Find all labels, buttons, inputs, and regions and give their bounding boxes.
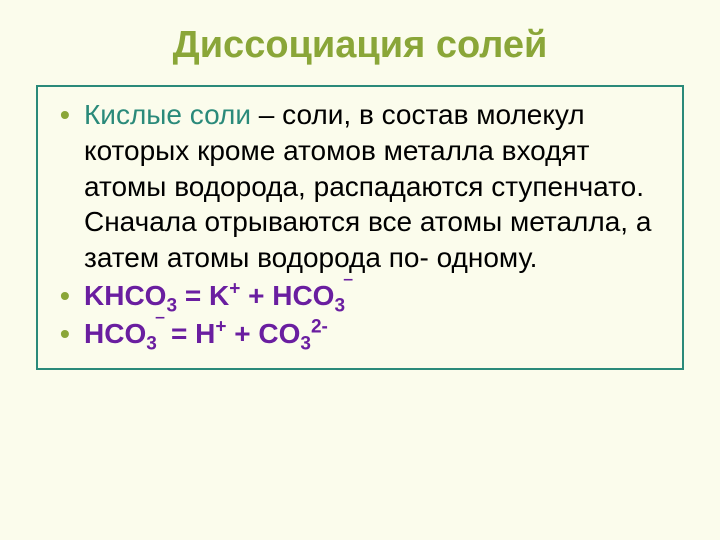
bullet-icon: • bbox=[60, 278, 70, 314]
bullet-list: •Кислые соли – соли, в состав молекул ко… bbox=[56, 97, 664, 352]
list-item: •Кислые соли – соли, в состав молекул ко… bbox=[56, 97, 664, 276]
slide-title: Диссоциация солей bbox=[36, 24, 684, 67]
equation-text: KHCO3 = K+ + HCO3‾ bbox=[84, 280, 351, 311]
bullet-icon: • bbox=[60, 97, 70, 133]
list-item: • HCO3‾ = H+ + CO32- bbox=[56, 316, 664, 352]
equation-text: HCO3‾ = H+ + CO32- bbox=[84, 318, 328, 349]
list-item: • KHCO3 = K+ + HCO3‾ bbox=[56, 278, 664, 314]
term-text: Кислые соли bbox=[84, 99, 251, 130]
bullet-icon: • bbox=[60, 316, 70, 352]
content-box: •Кислые соли – соли, в состав молекул ко… bbox=[36, 85, 684, 370]
